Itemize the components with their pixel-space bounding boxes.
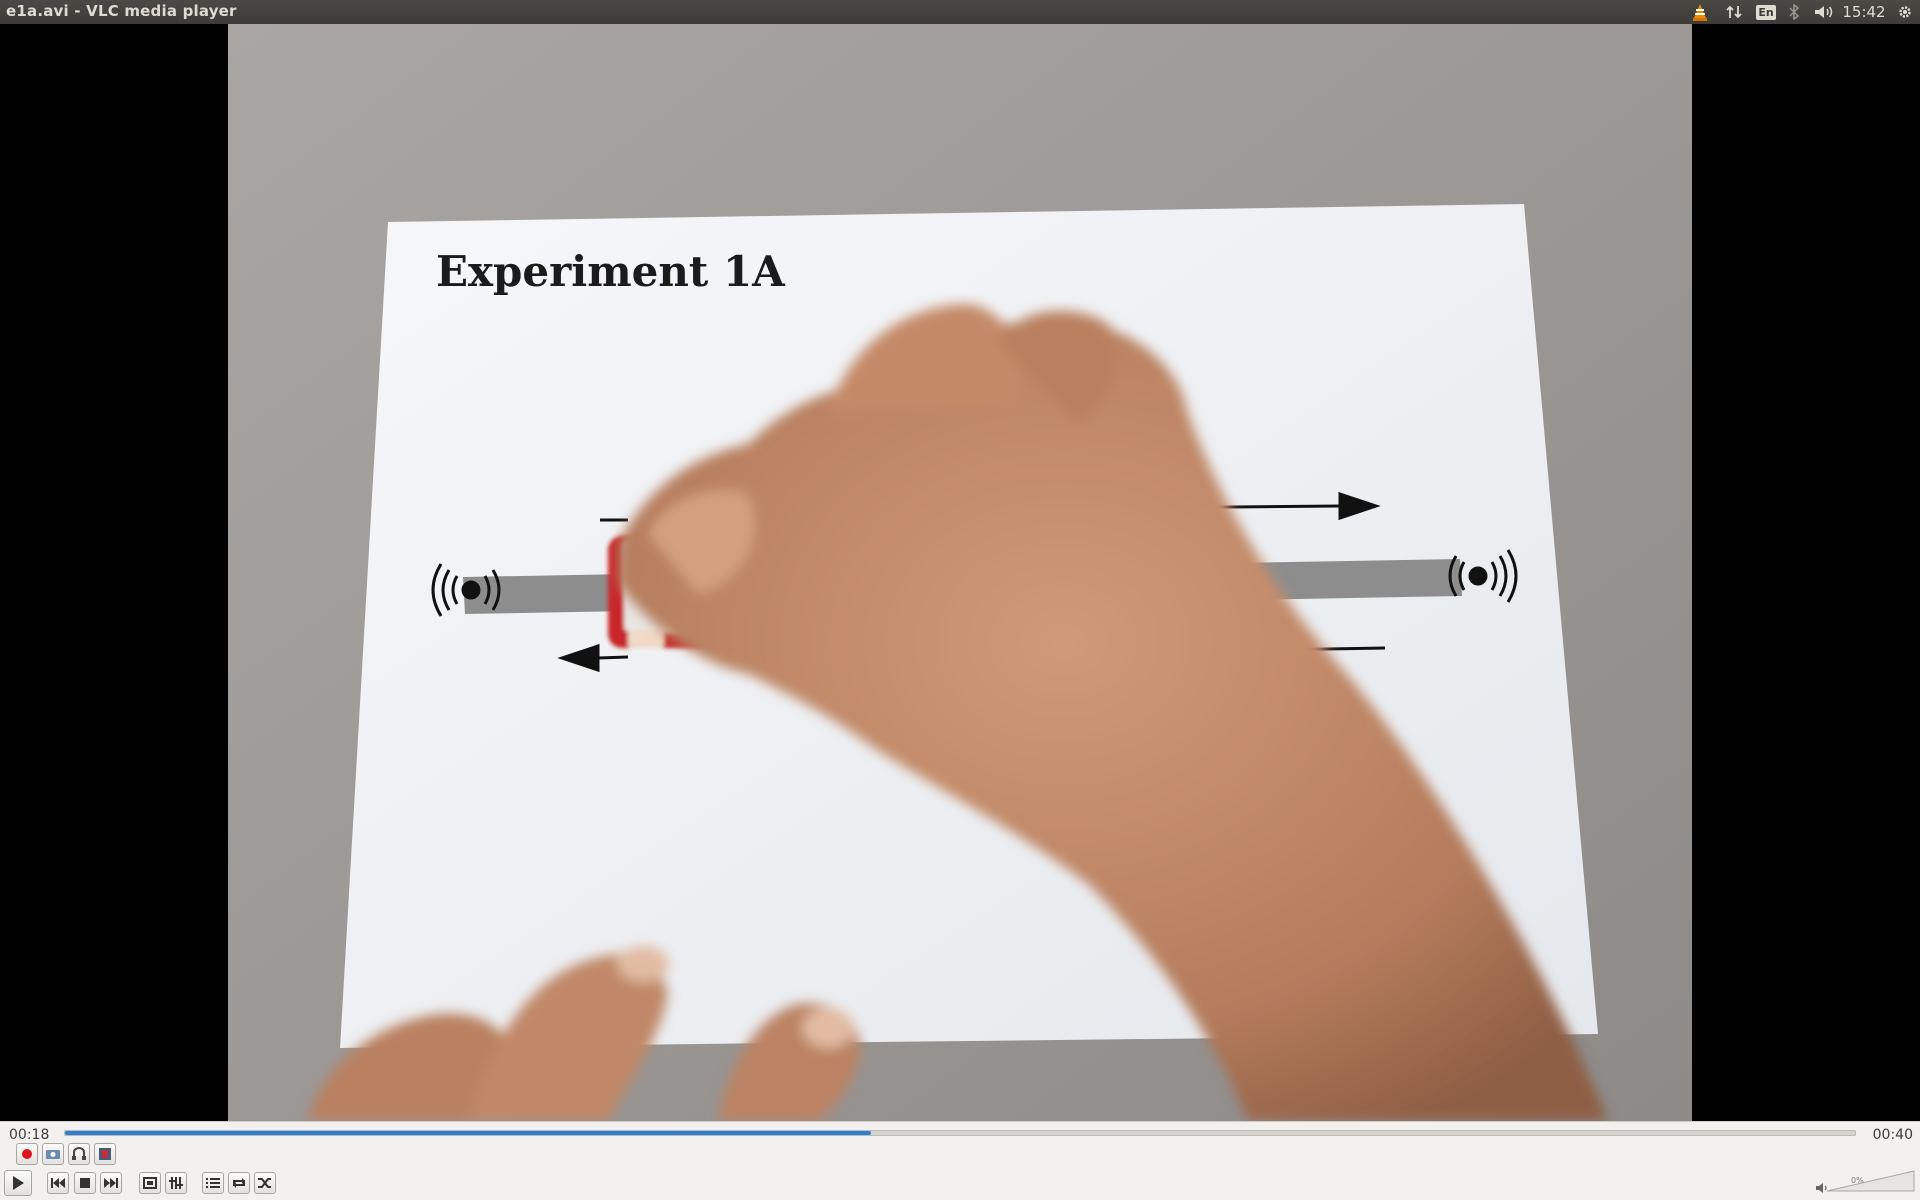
- frame-step-button[interactable]: [94, 1143, 116, 1165]
- keyboard-layout-icon[interactable]: En: [1755, 0, 1777, 24]
- previous-icon: [51, 1178, 65, 1188]
- next-icon: [104, 1178, 118, 1188]
- shuffle-icon: [258, 1178, 271, 1188]
- previous-button[interactable]: [47, 1172, 69, 1194]
- play-icon: [13, 1176, 24, 1190]
- loop-icon: [233, 1178, 245, 1188]
- network-transfer-icon[interactable]: [1723, 0, 1745, 24]
- settings-gear-icon[interactable]: [1894, 0, 1916, 24]
- video-still: Experiment 1A: [228, 24, 1692, 1121]
- video-frame[interactable]: Experiment 1A: [228, 24, 1692, 1121]
- stop-icon: [80, 1178, 90, 1188]
- speaker-icon[interactable]: [1815, 1182, 1829, 1194]
- left-sensor-icon: [431, 563, 501, 617]
- record-button[interactable]: [16, 1143, 38, 1165]
- volume-icon[interactable]: [1811, 0, 1837, 24]
- shuffle-button[interactable]: [254, 1172, 276, 1194]
- extended-settings-button[interactable]: [165, 1172, 187, 1194]
- seek-slider[interactable]: [64, 1130, 1856, 1136]
- vlc-cone-icon[interactable]: [1689, 0, 1711, 24]
- fullscreen-icon: [143, 1177, 157, 1189]
- right-sensor-icon: [1448, 549, 1518, 603]
- hand: [618, 304, 1608, 1121]
- volume-slider[interactable]: [1826, 1169, 1916, 1193]
- snapshot-button[interactable]: [42, 1143, 64, 1165]
- record-icon: [22, 1149, 32, 1159]
- frame-step-icon: [99, 1148, 111, 1160]
- bluetooth-icon[interactable]: [1783, 0, 1805, 24]
- next-button[interactable]: [100, 1172, 122, 1194]
- player-controls: 00:18 00:40: [0, 1121, 1920, 1200]
- clock[interactable]: 15:42: [1842, 3, 1886, 21]
- elapsed-time: 00:18: [9, 1127, 50, 1143]
- extended-settings-icon: [169, 1177, 183, 1189]
- paper-heading: Experiment 1A: [436, 247, 786, 296]
- playlist-icon: [206, 1178, 220, 1188]
- window-title: e1a.avi - VLC media player: [6, 2, 237, 20]
- loop-ab-icon: [72, 1147, 86, 1160]
- stop-button[interactable]: [74, 1172, 96, 1194]
- video-area[interactable]: Experiment 1A: [0, 24, 1920, 1121]
- top-panel: e1a.avi - VLC media player En 15:42: [0, 0, 1920, 24]
- loop-ab-button[interactable]: [68, 1143, 90, 1165]
- volume-percent-label: 0%: [1851, 1176, 1864, 1185]
- snapshot-icon: [46, 1150, 60, 1159]
- seek-progress-fill: [65, 1131, 871, 1135]
- total-time[interactable]: 00:40: [1872, 1127, 1913, 1143]
- play-button[interactable]: [4, 1170, 32, 1196]
- fullscreen-button[interactable]: [139, 1172, 161, 1194]
- loop-button[interactable]: [228, 1172, 250, 1194]
- keyboard-layout-label: En: [1756, 4, 1776, 20]
- playlist-button[interactable]: [202, 1172, 224, 1194]
- bottom-fingers: [308, 946, 860, 1121]
